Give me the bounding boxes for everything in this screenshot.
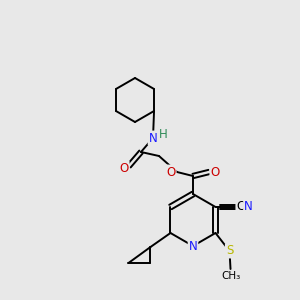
Text: O: O — [119, 161, 129, 175]
Text: CH₃: CH₃ — [221, 271, 240, 281]
Text: S: S — [226, 244, 233, 257]
Text: H: H — [159, 128, 167, 140]
Text: C: C — [236, 200, 244, 214]
Text: O: O — [167, 166, 176, 178]
Text: O: O — [210, 166, 220, 178]
Text: N: N — [244, 200, 253, 214]
Text: N: N — [189, 239, 197, 253]
Text: N: N — [148, 131, 158, 145]
